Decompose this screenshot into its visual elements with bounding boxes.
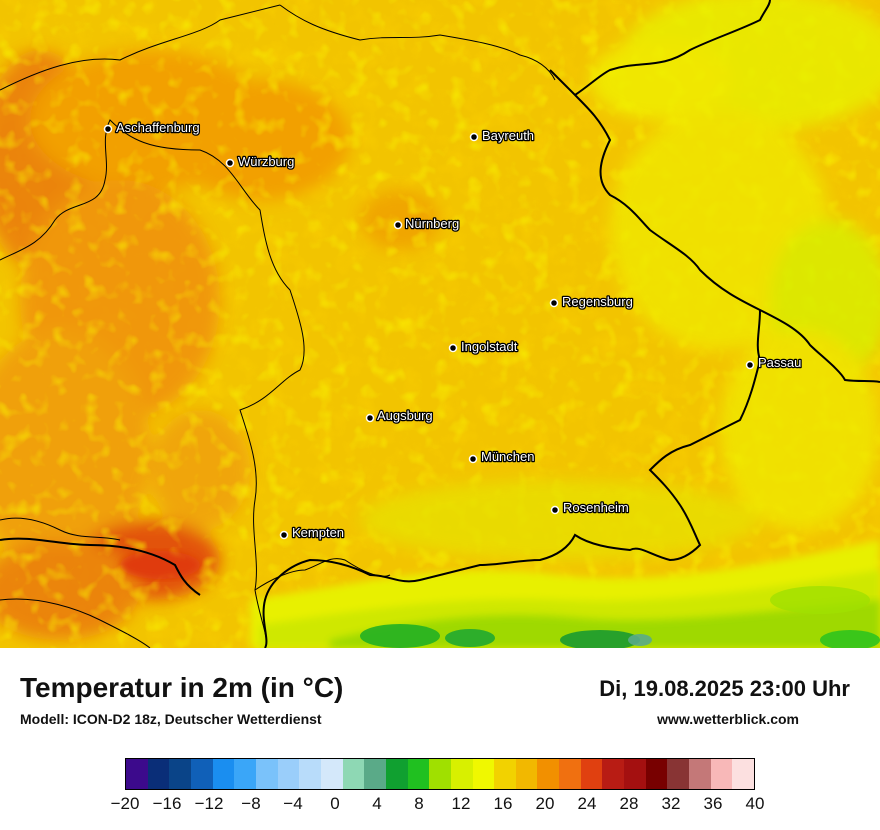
colorbar-tick-label: 4 — [372, 794, 382, 813]
colorbar-cell — [342, 759, 365, 789]
colorbar-cell — [169, 759, 191, 789]
colorbar-cell — [689, 759, 711, 789]
city-label-rosenheim: Rosenheim — [563, 500, 629, 515]
cool-areas — [360, 0, 880, 560]
city-label-ingolstadt: Ingolstadt — [461, 339, 518, 354]
colorbar-tick-label: 20 — [535, 794, 555, 813]
alps-cool-band — [250, 540, 880, 648]
colorbar-tick-label: −16 — [152, 794, 182, 813]
colorbar-cell — [450, 759, 473, 789]
city-label-bayreuth: Bayreuth — [482, 128, 534, 143]
colorbar-tick-label: 24 — [577, 794, 597, 813]
city-markers: Aschaffenburg Würzburg Bayreuth Nürnberg… — [103, 119, 803, 541]
colorbar-cell — [320, 759, 343, 789]
city-rosenheim: Rosenheim — [550, 499, 630, 516]
temperature-map: Aschaffenburg Würzburg Bayreuth Nürnberg… — [0, 0, 880, 648]
city-label-wuerzburg: Würzburg — [238, 154, 294, 169]
model-subtitle: Modell: ICON-D2 18z, Deutscher Wetterdie… — [20, 711, 322, 727]
map-footer: Temperatur in 2m (in °C) Modell: ICON-D2… — [0, 648, 880, 830]
colorbar-cell — [407, 759, 430, 789]
colorbar-cell — [472, 759, 495, 789]
colorbar-tick-label: 28 — [619, 794, 639, 813]
colorbar-cell — [126, 759, 148, 789]
map-title: Temperatur in 2m (in °C) — [20, 672, 344, 703]
city-label-regensburg: Regensburg — [562, 294, 633, 309]
borders — [0, 0, 880, 648]
colorbar-tick-label: 12 — [451, 794, 471, 813]
city-regensburg: Regensburg — [549, 293, 634, 310]
colorbar-tick-label: −4 — [283, 794, 303, 813]
country-border — [0, 0, 880, 648]
city-wuerzburg: Würzburg — [225, 153, 296, 170]
colorbar-cell — [212, 759, 235, 789]
colorbar-cell — [710, 759, 733, 789]
colorbar-tick-label: 36 — [703, 794, 723, 813]
colorbar-cell — [299, 759, 321, 789]
colorbar-tick-label: 0 — [330, 794, 340, 813]
city-label-augsburg: Augsburg — [377, 408, 433, 423]
website-link[interactable]: www.wetterblick.com — [657, 711, 799, 727]
colorbar-tick-label: −8 — [241, 794, 261, 813]
colorbar-tick-label: 8 — [414, 794, 424, 813]
city-label-aschaffenburg: Aschaffenburg — [116, 120, 200, 135]
forecast-datetime: Di, 19.08.2025 23:00 Uhr — [599, 676, 850, 701]
colorbar-cell — [277, 759, 300, 789]
colorbar-cell — [429, 759, 451, 789]
city-label-kempten: Kempten — [292, 525, 344, 540]
city-ingolstadt: Ingolstadt — [448, 338, 519, 355]
city-muenchen: München — [468, 448, 536, 465]
colorbar-tick-label: 32 — [661, 794, 681, 813]
colorbar-cell — [559, 759, 581, 789]
colorbar-cell — [364, 759, 386, 789]
city-label-nuernberg: Nürnberg — [405, 216, 459, 231]
colorbar-cell — [537, 759, 560, 789]
colorbar-tick-label: 16 — [493, 794, 513, 813]
city-label-muenchen: München — [481, 449, 534, 464]
lake-constance-warm — [120, 551, 200, 579]
temperature-colorbar — [125, 758, 755, 790]
colorbar-cell — [667, 759, 690, 789]
colorbar-cell — [602, 759, 625, 789]
colorbar-tick-label: −20 — [110, 794, 140, 813]
city-bayreuth: Bayreuth — [469, 127, 535, 144]
city-label-passau: Passau — [758, 355, 801, 370]
colorbar-cell — [515, 759, 538, 789]
colorbar-tick-label: 40 — [745, 794, 765, 813]
colorbar-cell — [190, 759, 213, 789]
city-nuernberg: Nürnberg — [393, 215, 461, 232]
colorbar-tick-label: −12 — [194, 794, 224, 813]
city-passau: Passau — [745, 354, 803, 371]
colorbar-cell — [732, 759, 755, 789]
colorbar-ticks: −20 −16 −12 −8 −4 0 4 8 12 16 20 24 28 32 36 40 — [0, 794, 880, 818]
colorbar-cell — [385, 759, 408, 789]
city-augsburg: Augsburg — [365, 407, 434, 424]
colorbar-cell — [580, 759, 603, 789]
colorbar-cell — [624, 759, 646, 789]
colorbar-cell — [645, 759, 668, 789]
colorbar-cell — [255, 759, 278, 789]
colorbar-cell — [234, 759, 256, 789]
city-kempten: Kempten — [279, 524, 345, 541]
colorbar-cell — [494, 759, 516, 789]
colorbar-cell — [147, 759, 170, 789]
city-aschaffenburg: Aschaffenburg — [103, 119, 201, 136]
